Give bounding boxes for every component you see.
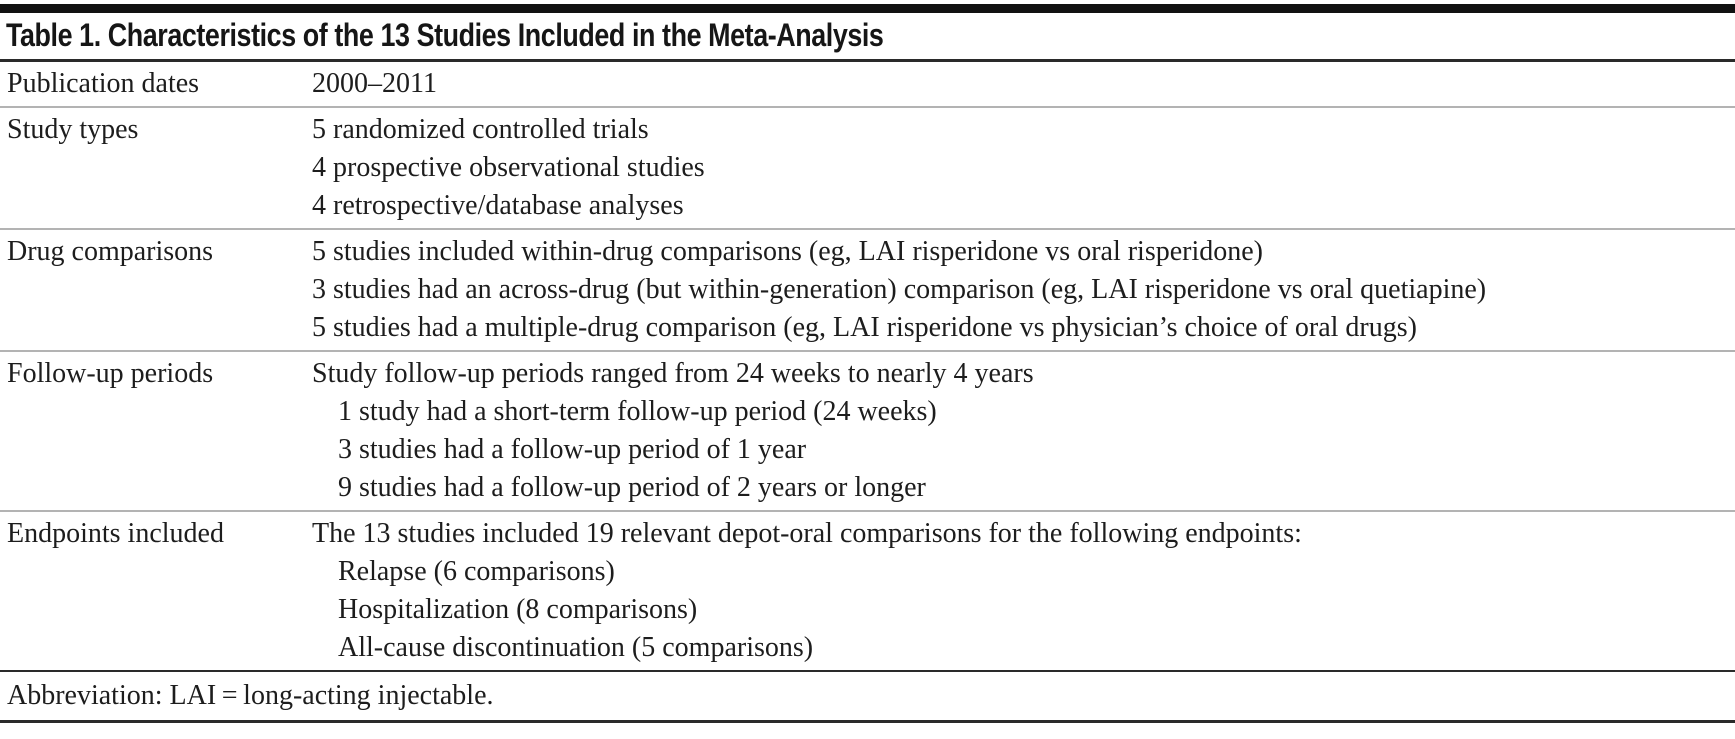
row-label: Study types: [7, 114, 139, 145]
content-line: All-cause discontinuation (5 comparisons…: [338, 632, 814, 663]
content-line: Study follow-up periods ranged from 24 w…: [312, 358, 1034, 389]
row-label: Follow-up periods: [7, 358, 214, 389]
row-label: Drug comparisons: [7, 236, 214, 267]
table-footnote: Abbreviation: LAI = long-acting injectab…: [7, 680, 494, 711]
table-title-block: Table 1. Characteristics of the 13 Studi…: [0, 13, 1735, 62]
table-row: Drug comparisons 5 studies included withi…: [0, 228, 1735, 350]
content-line: 4 prospective observational studies: [312, 152, 705, 183]
content-line: The 13 studies included 19 relevant depo…: [312, 518, 1302, 549]
row-content: Study follow-up periods ranged from 24 w…: [312, 355, 1735, 507]
table-body: Publication dates 2000–2011 Study types 5 r…: [0, 62, 1735, 670]
row-label: Endpoints included: [7, 518, 224, 549]
content-line: 2000–2011: [312, 68, 437, 99]
table-title: Table 1. Characteristics of the 13 Studi…: [6, 17, 884, 53]
table-row: Endpoints included The 13 studies include…: [0, 510, 1735, 670]
row-content: 5 randomized controlled trials 4 prospect…: [312, 111, 1735, 225]
content-line: 5 studies included within-drug compariso…: [312, 236, 1264, 267]
top-rule: [0, 4, 1735, 13]
content-line: 4 retrospective/database analyses: [312, 190, 684, 221]
row-content: The 13 studies included 19 relevant depo…: [312, 515, 1735, 667]
content-line: 9 studies had a follow-up period of 2 ye…: [338, 472, 926, 503]
table-row: Study types 5 randomized controlled trial…: [0, 106, 1735, 228]
content-line: 3 studies had a follow-up period of 1 ye…: [338, 434, 807, 465]
table-footnote-block: Abbreviation: LAI = long-acting injectab…: [0, 670, 1735, 723]
content-line: 3 studies had an across-drug (but within…: [312, 274, 1487, 305]
content-line: Relapse (6 comparisons): [338, 556, 615, 587]
content-line: 5 randomized controlled trials: [312, 114, 649, 145]
row-content: 5 studies included within-drug compariso…: [312, 233, 1735, 347]
content-line: 5 studies had a multiple-drug comparison…: [312, 312, 1417, 343]
paper-table: Table 1. Characteristics of the 13 Studi…: [0, 4, 1735, 739]
content-line: Hospitalization (8 comparisons): [338, 594, 698, 625]
row-content: 2000–2011: [312, 65, 1735, 103]
table-row: Follow-up periods Study follow-up periods…: [0, 350, 1735, 510]
row-label: Publication dates: [7, 68, 200, 99]
table-row: Publication dates 2000–2011: [0, 62, 1735, 106]
content-line: 1 study had a short-term follow-up perio…: [338, 396, 937, 427]
